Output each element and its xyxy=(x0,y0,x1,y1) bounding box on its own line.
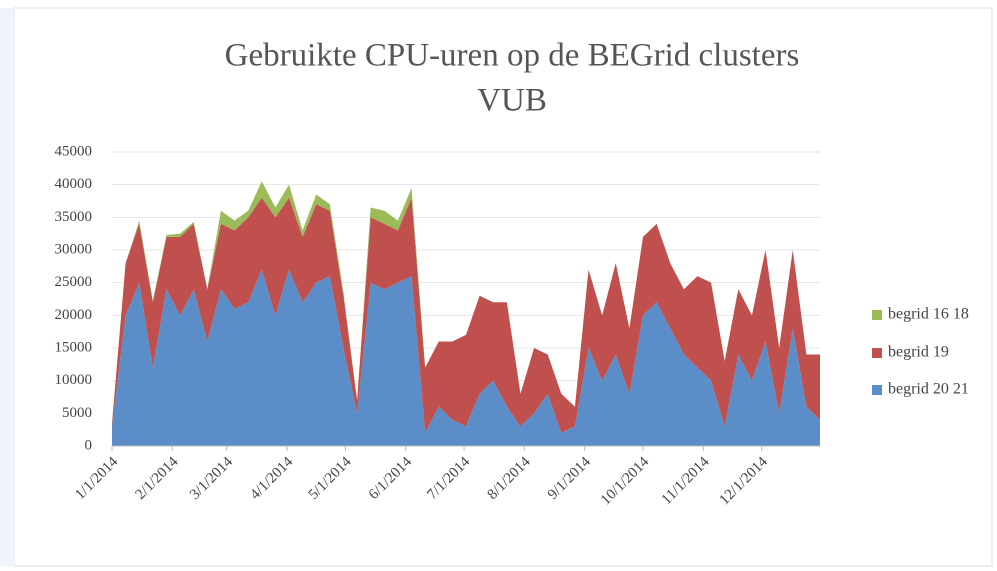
legend-swatch xyxy=(872,310,882,320)
y-tick-label: 30000 xyxy=(55,241,93,257)
chart-title: VUB xyxy=(477,83,547,119)
chart-title: Gebruikte CPU-uren op de BEGrid clusters xyxy=(225,38,800,74)
y-tick-label: 45000 xyxy=(55,143,93,159)
y-tick-label: 40000 xyxy=(55,176,93,192)
y-tick-label: 5000 xyxy=(62,405,92,421)
y-tick-label: 25000 xyxy=(55,274,93,290)
area xyxy=(112,197,820,433)
legend-label: begrid 19 xyxy=(888,344,949,361)
legend-swatch xyxy=(872,385,882,395)
y-tick-label: 35000 xyxy=(55,209,93,225)
y-tick-label: 0 xyxy=(85,437,93,453)
side-strip xyxy=(0,8,14,566)
legend-label: begrid 20 21 xyxy=(888,381,969,398)
y-tick-label: 20000 xyxy=(55,307,93,323)
y-tick-label: 10000 xyxy=(55,372,93,388)
y-tick-label: 15000 xyxy=(55,339,93,355)
area xyxy=(112,269,820,446)
legend-label: begrid 16 18 xyxy=(888,306,969,323)
legend-swatch xyxy=(872,348,882,358)
